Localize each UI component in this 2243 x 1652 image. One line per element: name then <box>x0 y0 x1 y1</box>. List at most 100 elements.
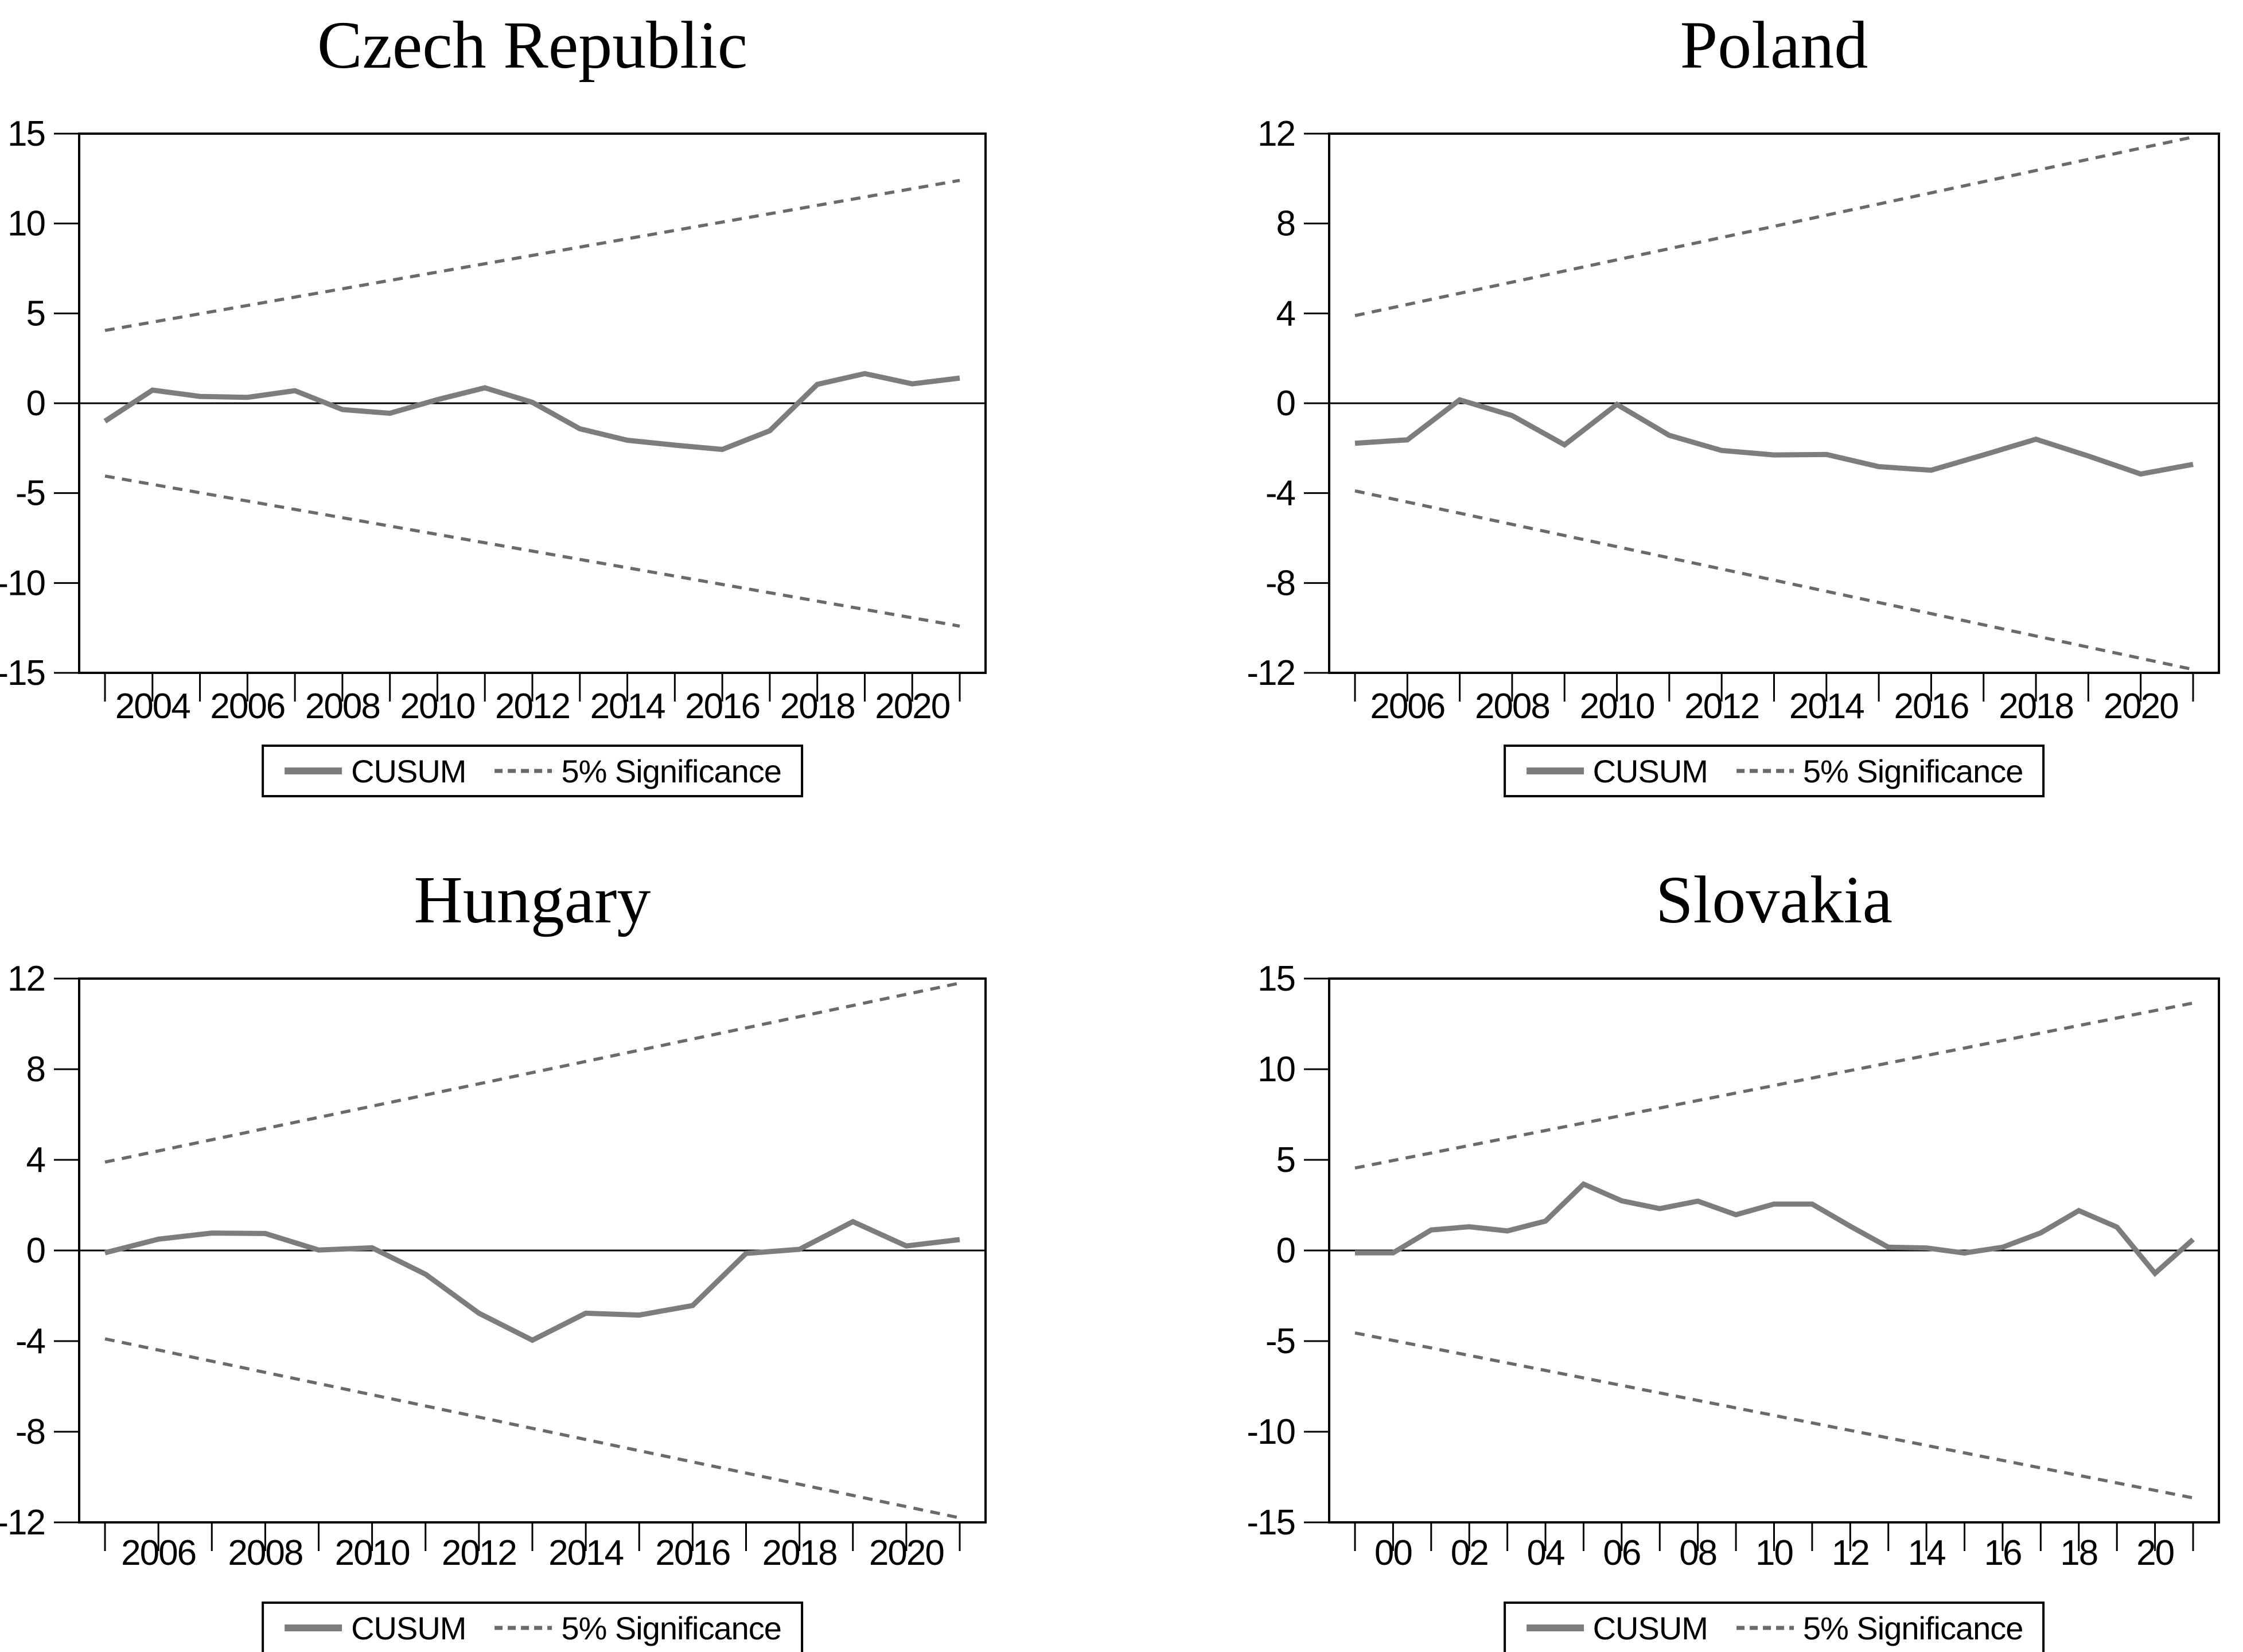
plot-frame <box>78 133 987 674</box>
y-axis-tick-label: -5 <box>15 474 45 513</box>
cusum-series-line <box>1354 397 2194 477</box>
x-axis-tick-label: 2020 <box>2104 687 2178 726</box>
significance-upper-line <box>104 178 960 332</box>
y-axis-tick-label: -5 <box>1265 1322 1295 1361</box>
x-axis-tick-label: 08 <box>1679 1533 1716 1573</box>
chart-cell-hungary: Hungary 12 8 4 0 -4 -8 -12 2006 2008 2010 2012 2014… <box>0 826 1122 1652</box>
legend-significance-label: 5% Significance <box>561 753 781 789</box>
significance-line-swatch <box>1736 769 1794 773</box>
y-axis-tick-label: -12 <box>1247 653 1295 693</box>
y-axis-tick-label: 10 <box>1257 1050 1295 1089</box>
cusum-line-swatch <box>285 767 342 774</box>
x-axis-tick-label: 18 <box>2060 1533 2097 1573</box>
y-axis-tick-label: 0 <box>26 1231 45 1271</box>
x-axis-tick-label: 10 <box>1755 1533 1793 1573</box>
y-axis-tick-label: -4 <box>1265 474 1295 513</box>
x-axis-tick-label: 2010 <box>335 1533 410 1573</box>
y-axis-tick-label: 5 <box>1276 1140 1295 1180</box>
x-axis-tick-label: 2012 <box>495 687 570 726</box>
x-axis-tick-label: 06 <box>1603 1533 1640 1573</box>
y-axis-tick-label: 15 <box>1257 959 1295 999</box>
x-axis-tick-label: 2012 <box>442 1533 516 1573</box>
y-axis-tick-label: -8 <box>15 1412 45 1452</box>
chart-plot-poland: 12 8 4 0 -4 -8 -12 2006 2008 2010 2012 2014 2016 2018… <box>1247 114 2220 726</box>
plot-frame <box>1328 133 2220 674</box>
x-axis-tick-label: 2018 <box>1999 687 2073 726</box>
x-axis-tick-label: 2018 <box>762 1533 837 1573</box>
x-axis-tick-label: 2010 <box>1580 687 1654 726</box>
y-axis-tick-label: -15 <box>0 653 45 693</box>
x-axis-tick-label: 2008 <box>1475 687 1549 726</box>
y-axis-tick-label: -10 <box>1247 1412 1295 1452</box>
cusum-line-swatch <box>1526 767 1584 774</box>
cusum-series-line <box>104 1218 960 1343</box>
y-axis-tick-label: -8 <box>1265 563 1295 603</box>
y-axis-tick-label: 5 <box>26 294 45 333</box>
significance-upper-line <box>1354 135 2194 317</box>
y-axis-tick-label: -4 <box>15 1322 45 1361</box>
significance-lower-line <box>1354 1331 2194 1500</box>
chart-plot-czech-republic: 15 10 5 0 -5 -10 -15 2004 2006 2008 2010 2012 2014 20… <box>0 114 987 726</box>
x-axis-tick-label: 14 <box>1908 1533 1945 1573</box>
x-axis-tick-label: 2010 <box>400 687 474 726</box>
y-axis-tick-label: 0 <box>26 384 45 423</box>
x-axis-tick-label: 16 <box>1984 1533 2021 1573</box>
chart-cell-czech-republic: Czech Republic 15 10 5 0 -5 -10 -15 2004 2006 200… <box>0 0 1122 826</box>
legend-significance-label: 5% Significance <box>561 1610 781 1646</box>
legend-significance-label: 5% Significance <box>1802 753 2023 789</box>
significance-lower-line <box>1354 489 2194 671</box>
x-axis-tick-label: 12 <box>1832 1533 1869 1573</box>
chart-cell-poland: Poland 12 8 4 0 -4 -8 -12 2006 2008 2010 2012 2014 2… <box>1122 0 2243 826</box>
legend-cusum-label: CUSUM <box>1592 753 1708 789</box>
x-axis-tick-label: 20 <box>2136 1533 2174 1573</box>
chart-plot-hungary: 12 8 4 0 -4 -8 -12 2006 2008 2010 2012 2014 2016 2018… <box>0 959 987 1573</box>
cusum-line-swatch <box>1526 1624 1584 1631</box>
y-axis-tick-label: 10 <box>7 204 45 244</box>
legend-cusum-label: CUSUM <box>351 1610 466 1646</box>
significance-upper-line <box>1354 1001 2194 1170</box>
cusum-series-line <box>103 371 960 453</box>
y-axis-tick-label: 12 <box>7 959 45 999</box>
y-axis-tick-label: 15 <box>7 114 45 154</box>
x-axis-tick-label: 2016 <box>1894 687 1968 726</box>
x-axis-tick-label: 2006 <box>121 1533 196 1573</box>
y-axis-tick-label: 12 <box>1257 114 1295 154</box>
y-axis-tick-label: 8 <box>1276 204 1295 244</box>
x-axis-tick-label: 2014 <box>548 1533 623 1573</box>
chart-title-poland: Poland <box>1680 7 1868 83</box>
x-axis-tick-label: 2014 <box>1789 687 1864 726</box>
y-axis-tick-label: 4 <box>26 1140 45 1180</box>
x-axis-tick-label: 00 <box>1374 1533 1412 1573</box>
x-axis-tick-label: 2006 <box>210 687 285 726</box>
x-axis-tick-label: 2014 <box>590 687 665 726</box>
cusum-line-swatch <box>285 1624 342 1631</box>
significance-lower-line <box>104 474 960 628</box>
legend-box-czech-republic: CUSUM 5% Significance <box>262 745 803 797</box>
legend-cusum-label: CUSUM <box>1592 1610 1708 1646</box>
significance-line-swatch <box>494 1626 552 1630</box>
chart-title-hungary: Hungary <box>414 862 651 937</box>
y-axis-tick-label: -10 <box>0 563 45 603</box>
x-axis-tick-label: 2020 <box>875 687 949 726</box>
legend-significance-label: 5% Significance <box>1802 1610 2023 1646</box>
x-axis-tick-label: 2006 <box>1370 687 1444 726</box>
significance-line-swatch <box>494 769 552 773</box>
plot-frame <box>78 977 987 1524</box>
chart-plot-slovakia: 15 10 5 0 -5 -10 -15 00 02 04 06 08 10 12 14 16 18 20 <box>1247 959 2220 1573</box>
y-axis-tick-label: 0 <box>1276 1231 1295 1271</box>
y-axis-tick-label: 8 <box>26 1050 45 1089</box>
x-axis-tick-label: 2018 <box>780 687 855 726</box>
x-axis-tick-label: 2016 <box>685 687 760 726</box>
significance-upper-line <box>104 981 960 1164</box>
x-axis-tick-label: 2004 <box>115 687 190 726</box>
chart-title-czech-republic: Czech Republic <box>317 7 748 83</box>
chart-cell-slovakia: Slovakia 15 10 5 0 -5 -10 -15 00 02 04 06 08 10 12 14 1… <box>1122 826 2243 1652</box>
legend-cusum-label: CUSUM <box>351 753 466 789</box>
legend-box-slovakia: CUSUM 5% Significance <box>1503 1602 2045 1652</box>
x-axis-tick-label: 02 <box>1451 1533 1488 1573</box>
significance-line-swatch <box>1736 1626 1794 1630</box>
x-axis-tick-label: 2008 <box>305 687 380 726</box>
plot-frame <box>1328 977 2220 1524</box>
cusum-series-line <box>1355 1180 2195 1277</box>
